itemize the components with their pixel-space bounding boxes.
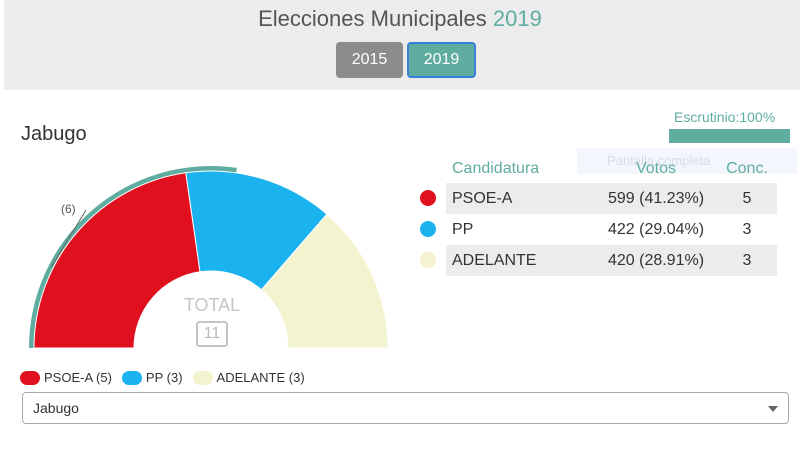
municipality-select[interactable]: Jabugo bbox=[22, 392, 789, 424]
scrutiny-progress-fill bbox=[669, 129, 790, 143]
total-label: TOTAL bbox=[183, 295, 241, 315]
year-button-2019[interactable]: 2019 bbox=[407, 42, 476, 78]
chart-legend: PSOE-A (5) PP (3) ADELANTE (3) bbox=[20, 370, 315, 385]
legend-swatch bbox=[20, 370, 40, 385]
party-name: ADELANTE bbox=[446, 245, 595, 276]
party-name: PSOE-A bbox=[446, 183, 595, 214]
results-table: Candidatura Votos Conc. PSOE-A 599 (41.2… bbox=[410, 155, 777, 276]
party-votes: 422 (29.04%) bbox=[607, 220, 705, 238]
year-button-2015[interactable]: 2015 bbox=[336, 42, 403, 78]
fullscreen-button[interactable]: Pantalla completa bbox=[577, 148, 797, 174]
legend-item-adelante[interactable]: ADELANTE (3) bbox=[192, 370, 305, 385]
municipality-select-value: Jabugo bbox=[33, 400, 79, 416]
majority-callout: (6) bbox=[61, 202, 76, 216]
scrutiny-label: Escrutinio:100% bbox=[674, 109, 776, 125]
legend-swatch bbox=[121, 370, 142, 385]
party-name: PP bbox=[452, 220, 474, 238]
legend-label: PP (3) bbox=[145, 370, 183, 385]
party-seats: 3 bbox=[717, 245, 777, 276]
header-votos: Votos bbox=[635, 160, 677, 177]
seat-hemicycle-chart bbox=[29, 165, 389, 349]
hemicycle-slice-adelante[interactable] bbox=[260, 213, 389, 349]
hemicycle-slice-psoe-a[interactable] bbox=[33, 172, 201, 349]
header-color-col bbox=[410, 155, 446, 183]
title-year: 2019 bbox=[492, 6, 542, 31]
legend-label: PSOE-A (5) bbox=[44, 370, 112, 385]
legend-label: ADELANTE (3) bbox=[216, 370, 305, 385]
table-row: ADELANTE 420 (28.91%) 3 bbox=[410, 245, 777, 276]
party-color-dot bbox=[420, 252, 436, 269]
party-seats: 3 bbox=[742, 220, 752, 238]
party-color-dot bbox=[420, 190, 436, 207]
party-color-dot bbox=[420, 221, 436, 238]
party-seats: 5 bbox=[717, 183, 777, 214]
total-seats: 11 bbox=[196, 321, 228, 347]
header-candidatura: Candidatura bbox=[452, 160, 540, 177]
party-votes: 420 (28.91%) bbox=[595, 245, 717, 276]
legend-item-pp[interactable]: PP (3) bbox=[121, 370, 183, 385]
header-concejales: Conc. bbox=[726, 160, 768, 177]
chevron-down-icon bbox=[768, 406, 778, 412]
legend-swatch bbox=[192, 370, 213, 385]
party-votes: 599 (41.23%) bbox=[595, 183, 717, 214]
table-row: PSOE-A 599 (41.23%) 5 bbox=[410, 183, 777, 214]
title-prefix: Elecciones Municipales bbox=[258, 6, 487, 31]
page-title: Elecciones Municipales 2019 bbox=[0, 6, 800, 32]
municipality-name: Jabugo bbox=[21, 123, 87, 145]
majority-callout-line bbox=[50, 209, 87, 268]
results-header-row: Candidatura Votos Conc. bbox=[410, 155, 777, 183]
legend-item-psoe[interactable]: PSOE-A (5) bbox=[20, 370, 112, 385]
table-row: PP 422 (29.04%) 3 bbox=[410, 214, 777, 245]
scrutiny-progress bbox=[669, 129, 790, 143]
